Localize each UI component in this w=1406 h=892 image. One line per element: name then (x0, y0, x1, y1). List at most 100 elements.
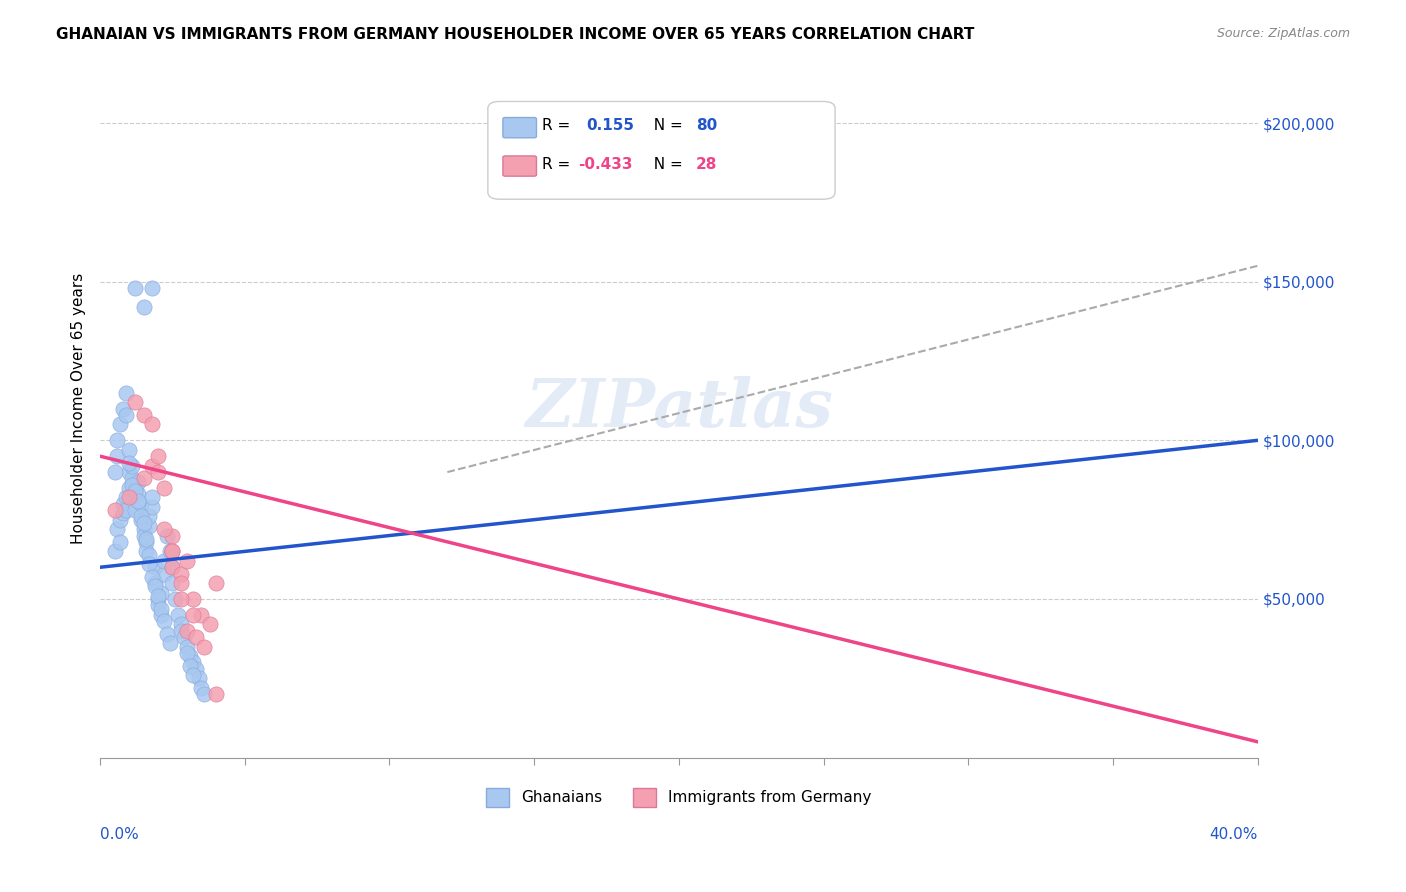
Point (127, 475, 149, 489)
Point (165, 592, 187, 607)
Point (124, 503, 146, 517)
Point (162, 560, 184, 574)
Point (124, 281, 146, 295)
Point (115, 503, 138, 517)
Text: 0.155: 0.155 (586, 119, 634, 134)
Point (179, 658, 201, 673)
Point (132, 528, 155, 542)
Point (162, 544, 184, 558)
Point (141, 500, 163, 514)
Point (167, 607, 190, 622)
Point (118, 465, 141, 479)
Point (138, 557, 160, 571)
FancyBboxPatch shape (488, 102, 835, 199)
Point (143, 579, 166, 593)
Point (162, 560, 184, 574)
Point (184, 662, 207, 676)
Point (121, 471, 143, 485)
Point (181, 607, 204, 622)
Point (132, 300, 155, 314)
Point (205, 687, 228, 701)
Point (176, 624, 198, 638)
Point (146, 449, 169, 463)
Point (118, 491, 141, 505)
Point (141, 570, 163, 584)
Point (132, 516, 155, 530)
Point (135, 532, 157, 546)
Point (170, 624, 193, 638)
Point (176, 640, 198, 654)
Point (170, 566, 193, 581)
Point (143, 576, 166, 591)
Point (121, 477, 143, 491)
Point (107, 434, 129, 448)
Point (152, 614, 174, 628)
Point (107, 522, 129, 536)
Text: R =: R = (543, 157, 575, 172)
Point (132, 408, 155, 422)
Point (124, 481, 146, 495)
Point (129, 513, 152, 527)
Point (104, 544, 127, 558)
Y-axis label: Householder Income Over 65 years: Householder Income Over 65 years (72, 273, 86, 544)
Point (135, 534, 157, 549)
Point (127, 493, 149, 508)
Text: ZIPatlas: ZIPatlas (524, 376, 832, 442)
Point (141, 281, 163, 295)
Point (112, 506, 135, 520)
Text: -0.433: -0.433 (578, 157, 633, 172)
Point (104, 503, 127, 517)
Point (124, 395, 146, 409)
Point (110, 417, 132, 432)
Point (143, 560, 166, 574)
Point (149, 585, 172, 599)
Point (193, 640, 215, 654)
Point (138, 548, 160, 562)
Point (176, 646, 198, 660)
Text: 0.0%: 0.0% (100, 828, 139, 842)
FancyBboxPatch shape (503, 118, 537, 137)
Text: 80: 80 (696, 119, 717, 134)
Point (152, 481, 174, 495)
Text: 40.0%: 40.0% (1209, 828, 1257, 842)
Point (193, 687, 215, 701)
Point (115, 491, 138, 505)
Point (132, 522, 155, 536)
Point (146, 589, 169, 603)
Point (181, 656, 204, 670)
Legend: Ghanaians, Immigrants from Germany: Ghanaians, Immigrants from Germany (479, 782, 877, 813)
Point (146, 599, 169, 613)
Point (141, 458, 163, 473)
Point (156, 627, 179, 641)
Point (121, 458, 143, 473)
Point (146, 592, 169, 607)
Point (170, 576, 193, 591)
FancyBboxPatch shape (503, 156, 537, 177)
Point (179, 649, 201, 664)
Point (198, 617, 221, 632)
Point (138, 509, 160, 524)
Point (181, 668, 204, 682)
Point (110, 513, 132, 527)
Point (162, 528, 184, 542)
Point (159, 544, 181, 558)
Point (190, 607, 212, 622)
Point (107, 449, 129, 463)
Point (176, 554, 198, 568)
Text: R =: R = (543, 119, 581, 134)
Point (124, 484, 146, 499)
Text: Source: ZipAtlas.com: Source: ZipAtlas.com (1216, 27, 1350, 40)
Point (112, 401, 135, 416)
Point (115, 385, 138, 400)
Point (162, 544, 184, 558)
Point (170, 617, 193, 632)
Point (159, 636, 181, 650)
Point (205, 576, 228, 591)
Text: N =: N = (644, 119, 688, 134)
Text: 28: 28 (696, 157, 717, 172)
Point (173, 630, 195, 644)
Point (118, 456, 141, 470)
Point (118, 481, 141, 495)
Point (170, 592, 193, 607)
Point (138, 519, 160, 533)
